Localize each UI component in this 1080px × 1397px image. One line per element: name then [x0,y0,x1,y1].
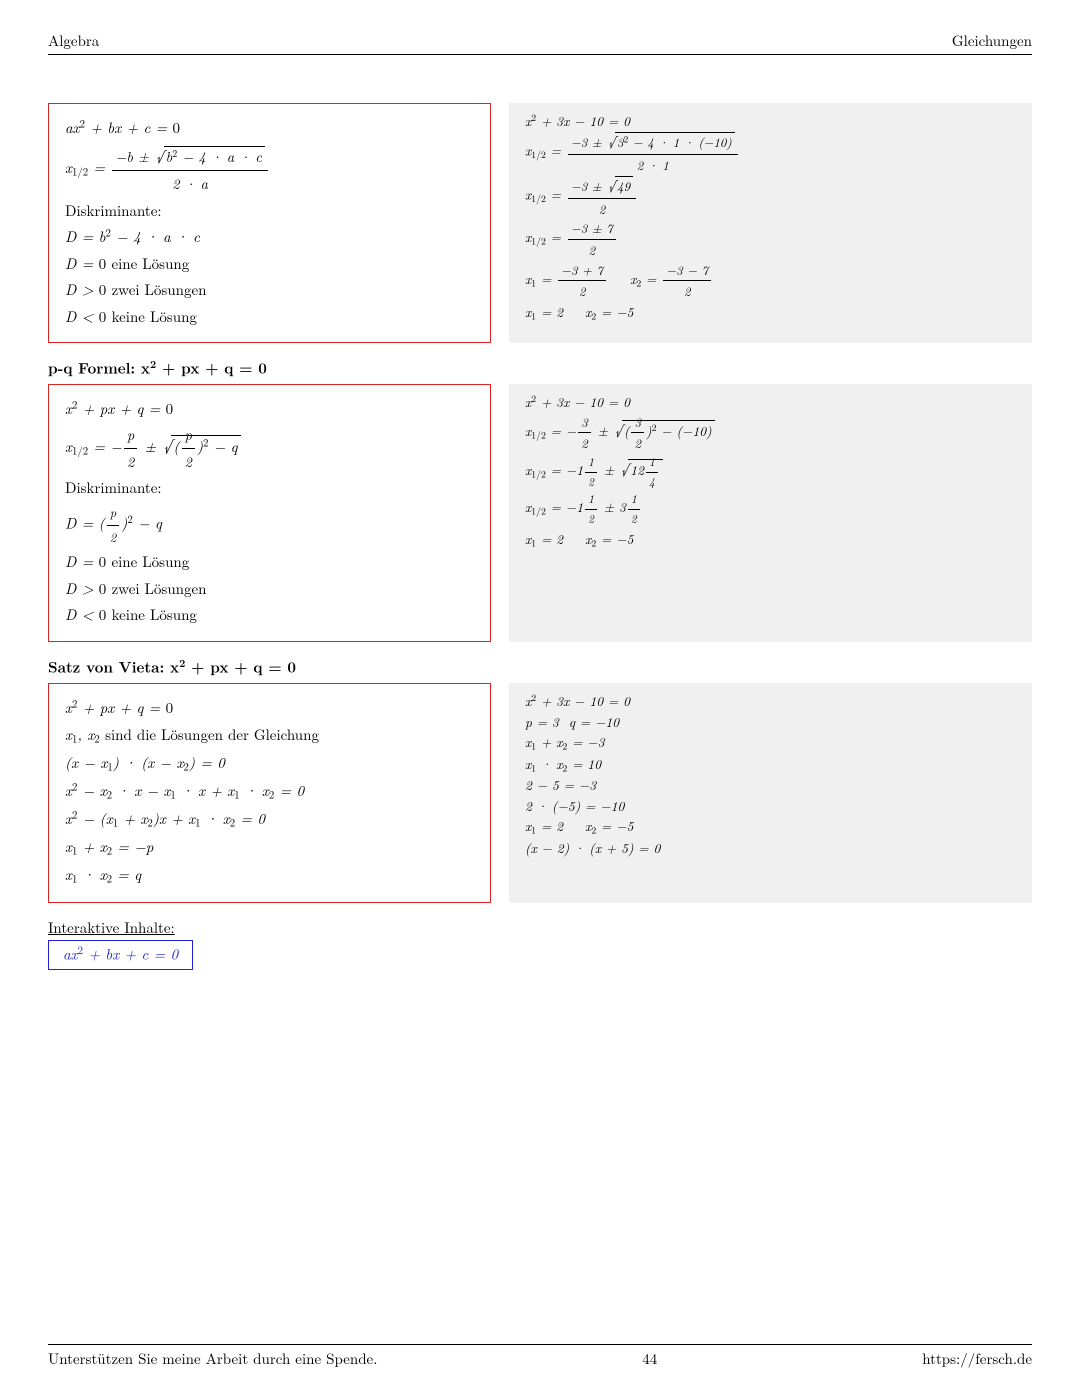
example-line: x1/2 = −3 ± 32 − 4 · 1 · (−10)2 · 1 [525,131,1016,174]
footer-url[interactable]: https://fersch.de [922,1348,1032,1369]
example-line: (x − 2) · (x + 5) = 0 [525,838,1016,858]
formula-line: Diskriminante: [65,198,474,224]
page-header: Algebra Gleichungen [48,30,1032,55]
formula-box-abc: ax2 + bx + c = 0 x1/2 = −b ± b2 − 4 · a … [48,103,491,343]
example-box-vieta: x2 + 3x − 10 = 0 p = 3q = −10 x1 + x2 = … [509,683,1032,903]
section-abc-formula: ax2 + bx + c = 0 x1/2 = −b ± b2 − 4 · a … [48,103,1032,343]
example-box-pq: x2 + 3x − 10 = 0 x1/2 = −32 ± (32)2 − (−… [509,384,1032,641]
formula-line: (x − x1) · (x − x2) = 0 [65,750,474,777]
formula-line: D < 0 keine Lösung [65,602,474,628]
footer-page-number: 44 [642,1348,657,1369]
section-title-pq: p-q Formel: x2 + px + q = 0 [48,357,1032,378]
formula-line: D = 0 eine Lösung [65,549,474,575]
section-vieta: x2 + px + q = 0 x1, x2 sind die Lösungen… [48,683,1032,903]
example-line: x1 · x2 = 10 [525,754,1016,775]
section-title-vieta: Satz von Vieta: x2 + px + q = 0 [48,656,1032,677]
formula-line: D = 0 eine Lösung [65,251,474,277]
section-pq-formula: x2 + px + q = 0 x1/2 = −p2 ± (p2)2 − q D… [48,384,1032,641]
example-line: p = 3q = −10 [525,712,1016,732]
formula-line: D > 0 zwei Lösungen [65,576,474,602]
formula-line: x2 − x2 · x − x1 · x + x1 · x2 = 0 [65,778,474,805]
formula-line: ax2 + bx + c = 0 [65,115,474,141]
example-line: x2 + 3x − 10 = 0 [525,110,1016,130]
formula-line: x2 − (x1 + x2)x + x1 · x2 = 0 [65,806,474,833]
formula-line: x1 + x2 = −p [65,834,474,861]
formula-line: D < 0 keine Lösung [65,304,474,330]
example-line: x1 + x2 = −3 [525,732,1016,753]
example-line: x1 = 2x2 = −5 [525,529,1016,550]
header-left: Algebra [48,30,99,51]
example-line: x2 + 3x − 10 = 0 [525,690,1016,710]
formula-box-pq: x2 + px + q = 0 x1/2 = −p2 ± (p2)2 − q D… [48,384,491,641]
formula-box-vieta: x2 + px + q = 0 x1, x2 sind die Lösungen… [48,683,491,903]
example-line: x1/2 = −112 ± 1214 [525,454,1016,490]
formula-line: x1 · x2 = q [65,862,474,889]
formula-line: x1, x2 sind die Lösungen der Gleichung [65,722,474,749]
example-line: 2 · (−5) = −10 [525,796,1016,816]
formula-line: Diskriminante: [65,475,474,501]
example-line: x1 = 2x2 = −5 [525,816,1016,837]
formula-line: x1/2 = −p2 ± (p2)2 − q [65,423,474,474]
interactive-link[interactable]: ax2 + bx + c = 0 [48,940,193,970]
page-footer: Unterstützen Sie meine Arbeit durch eine… [48,1344,1032,1369]
formula-line: D = b2 − 4 · a · c [65,224,474,250]
example-line: x1/2 = −3 ± 492 [525,175,1016,218]
formula-line: D > 0 zwei Lösungen [65,277,474,303]
formula-line: x2 + px + q = 0 [65,396,474,422]
example-line: x1 = 2x2 = −5 [525,302,1016,323]
example-box-abc: x2 + 3x − 10 = 0 x1/2 = −3 ± 32 − 4 · 1 … [509,103,1032,343]
example-line: x1 = −3 + 72x2 = −3 − 72 [525,261,1016,301]
header-right: Gleichungen [952,30,1032,51]
example-line: x2 + 3x − 10 = 0 [525,391,1016,411]
formula-line: D = (p2)2 − q [65,502,474,548]
footer-left[interactable]: Unterstützen Sie meine Arbeit durch eine… [48,1348,377,1369]
example-line: 2 − 5 = −3 [525,775,1016,795]
interactive-label: Interaktive Inhalte: [48,917,1032,938]
formula-line: x1/2 = −b ± b2 − 4 · a · c2 · a [65,142,474,197]
example-line: x1/2 = −3 ± 72 [525,219,1016,259]
example-line: x1/2 = −112 ± 312 [525,491,1016,527]
example-line: x1/2 = −32 ± (32)2 − (−10) [525,413,1016,453]
formula-line: x2 + px + q = 0 [65,695,474,721]
